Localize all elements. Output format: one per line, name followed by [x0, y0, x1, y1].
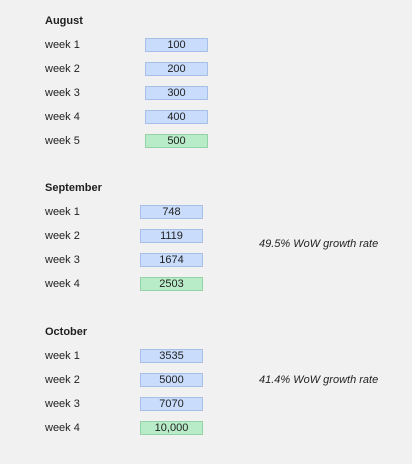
- growth-rate-note: 49.5% WoW growth rate: [259, 238, 379, 250]
- value-cell-final-week: 500: [145, 134, 208, 148]
- section-title-october: October: [45, 326, 88, 338]
- value-cell: 748: [140, 205, 203, 219]
- week-label: week 5: [45, 135, 80, 147]
- week-label: week 3: [45, 254, 80, 266]
- value-cell: 300: [145, 86, 208, 100]
- value-cell: 400: [145, 110, 208, 124]
- week-label: week 3: [45, 87, 80, 99]
- week-label: week 1: [45, 39, 80, 51]
- value-cell: 1119: [140, 229, 203, 243]
- week-label: week 4: [45, 111, 80, 123]
- week-label: week 2: [45, 63, 80, 75]
- week-label: week 1: [45, 206, 80, 218]
- week-label: week 1: [45, 350, 80, 362]
- section-title-september: September: [45, 182, 102, 194]
- value-cell-final-week: 2503: [140, 277, 203, 291]
- value-cell: 100: [145, 38, 208, 52]
- value-cell: 3535: [140, 349, 203, 363]
- week-label: week 2: [45, 374, 80, 386]
- value-cell-final-week: 10,000: [140, 421, 203, 435]
- value-cell: 7070: [140, 397, 203, 411]
- section-title-august: August: [45, 15, 83, 27]
- week-label: week 3: [45, 398, 80, 410]
- value-cell: 5000: [140, 373, 203, 387]
- week-label: week 2: [45, 230, 80, 242]
- growth-rate-note: 41.4% WoW growth rate: [259, 374, 379, 386]
- value-cell: 200: [145, 62, 208, 76]
- week-label: week 4: [45, 422, 80, 434]
- week-label: week 4: [45, 278, 80, 290]
- value-cell: 1674: [140, 253, 203, 267]
